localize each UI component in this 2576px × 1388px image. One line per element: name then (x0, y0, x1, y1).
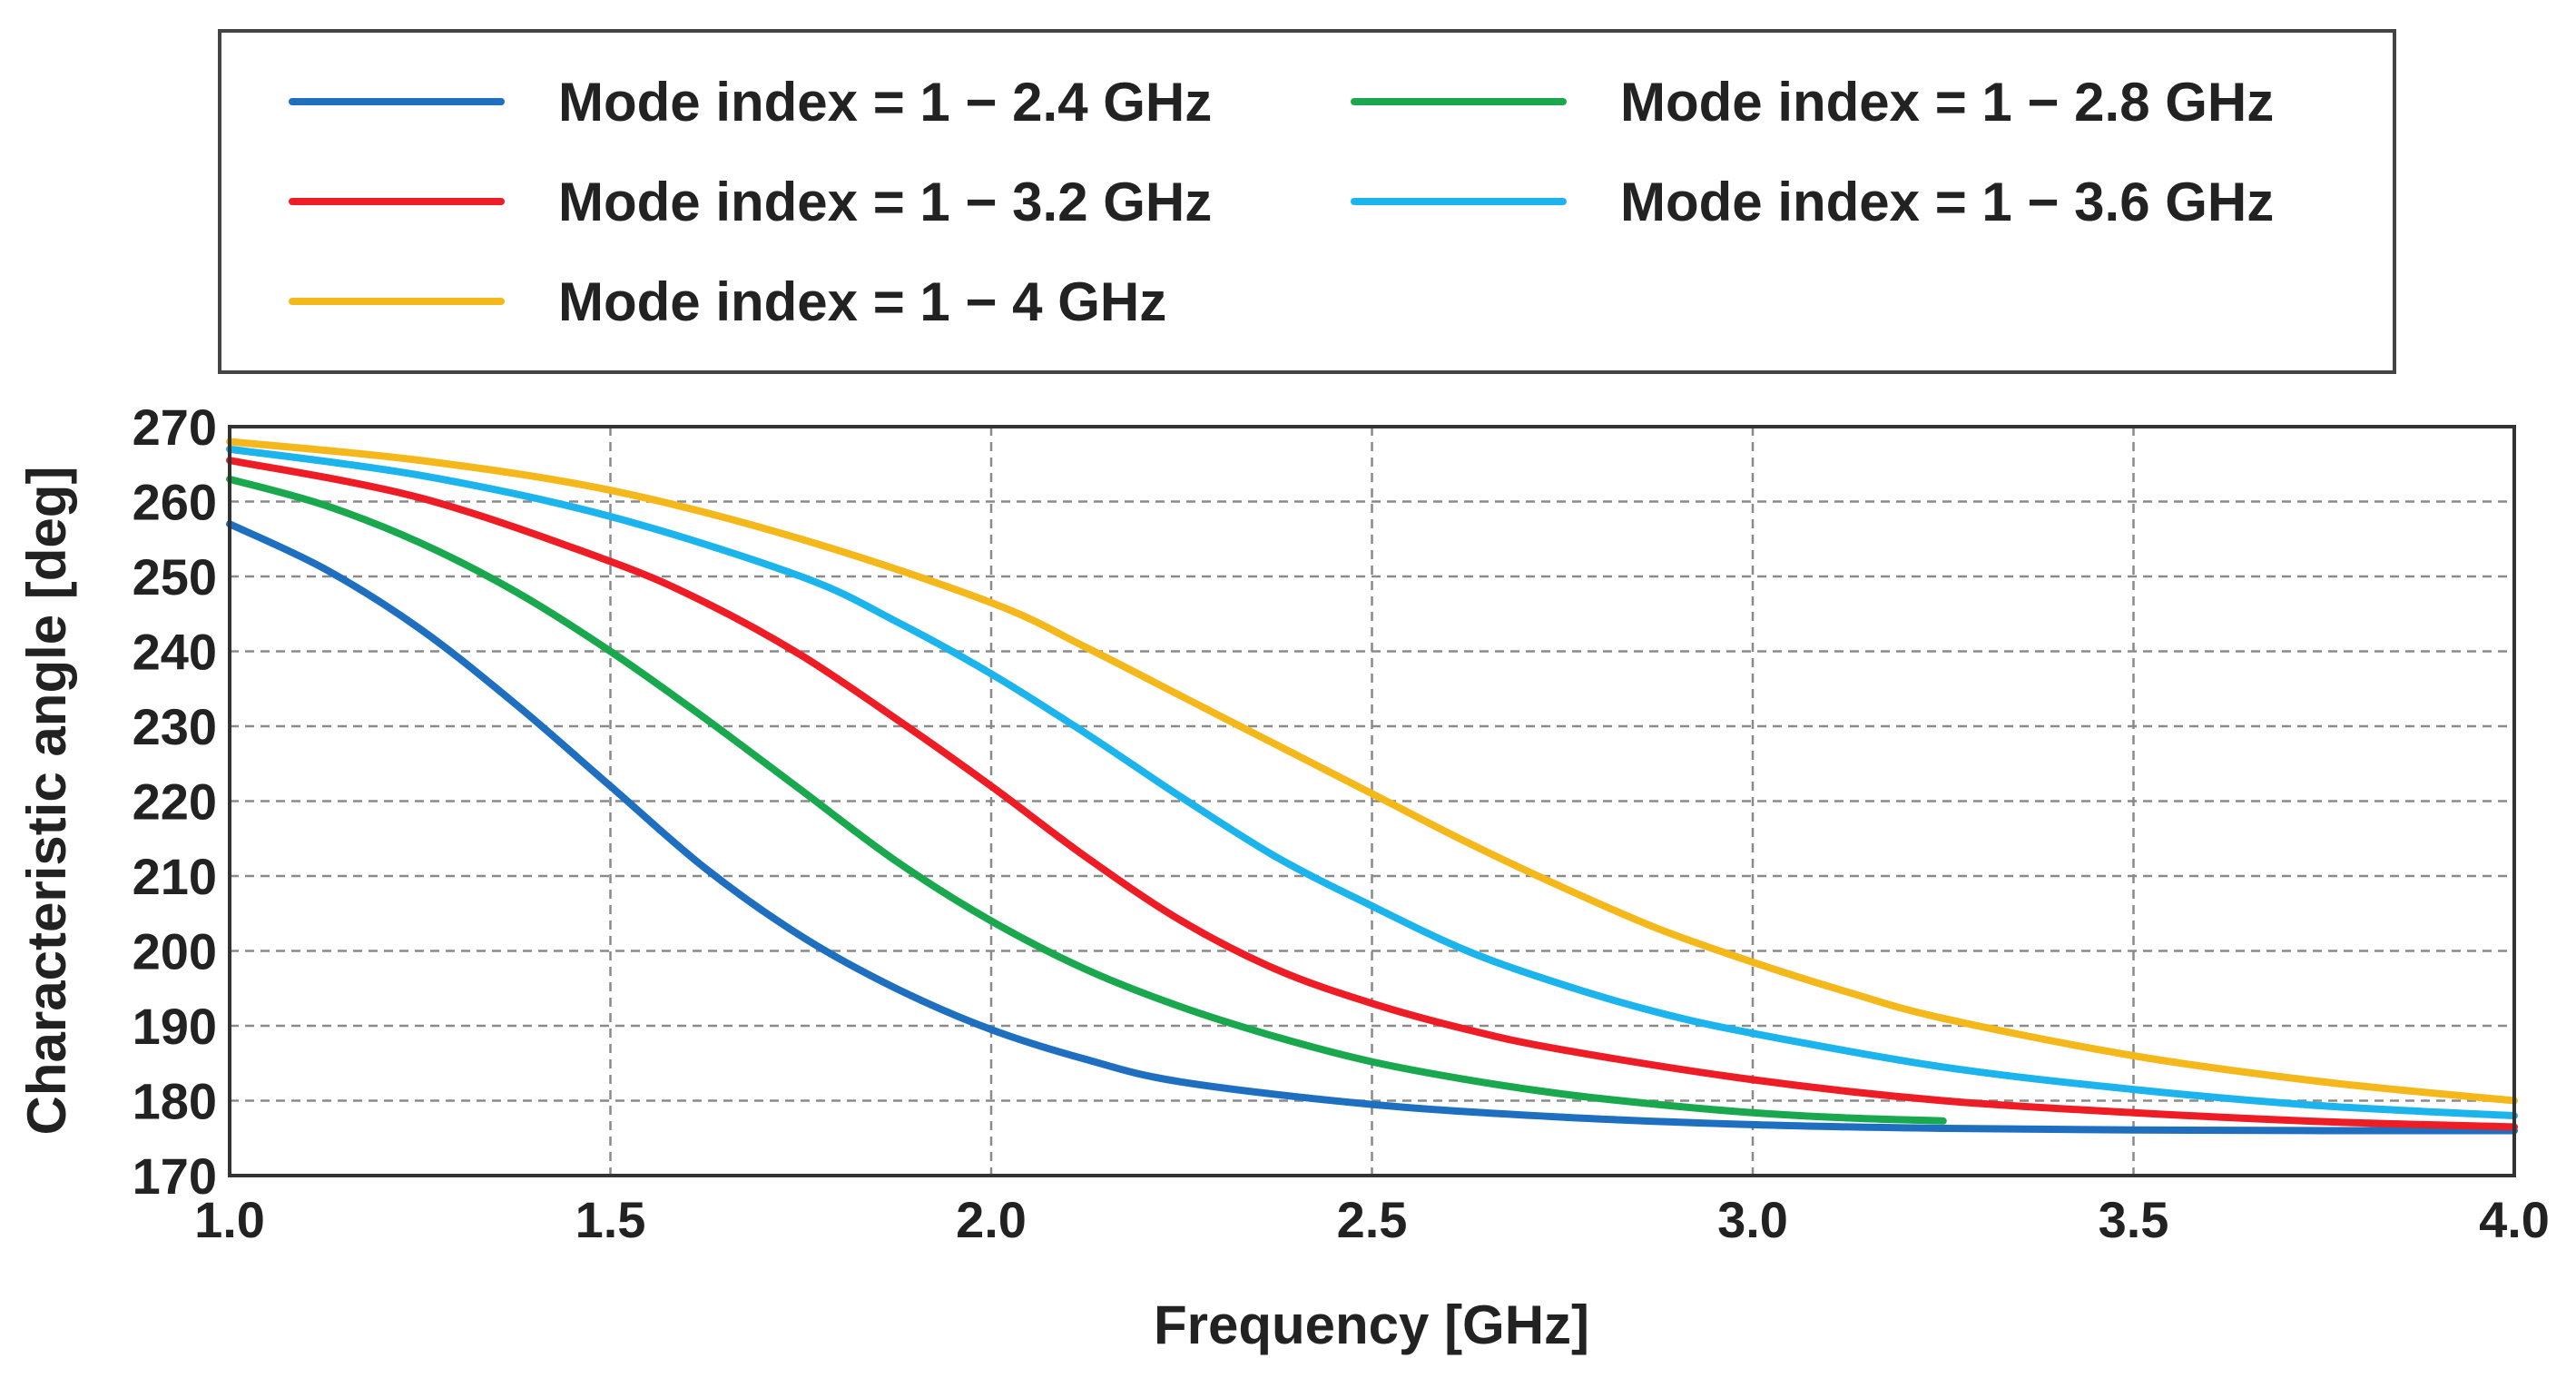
y-tick-label: 200 (133, 923, 217, 980)
series-line-5 (226, 438, 2518, 1105)
legend-entries: Mode index = 1 − 2.4 GHz Mode index = 1 −… (289, 72, 2274, 332)
x-axis-title: Frequency [GHz] (1154, 1294, 1589, 1355)
x-tick-label: 1.5 (575, 1191, 646, 1248)
y-tick-label: 170 (133, 1147, 217, 1205)
y-axis-ticks: 170 180 190 200 210 220 230 240 250 260 270 (133, 399, 217, 1205)
x-tick-label: 2.0 (956, 1191, 1027, 1248)
y-axis-title: Characteristic angle [deg] (16, 467, 77, 1136)
x-tick-label: 1.0 (194, 1191, 265, 1248)
y-tick-label: 190 (133, 998, 217, 1055)
x-tick-label: 2.5 (1337, 1191, 1408, 1248)
series-line-3 (226, 457, 2518, 1131)
series-line-4 (226, 445, 2518, 1119)
x-tick-label: 3.5 (2099, 1191, 2169, 1248)
x-tick-label: 4.0 (2479, 1191, 2550, 1248)
y-tick-label: 180 (133, 1073, 217, 1130)
plot-frame (228, 425, 2516, 1177)
legend-label: Mode index = 1 − 3.6 GHz (1620, 172, 2274, 232)
y-tick-label: 230 (133, 698, 217, 755)
y-tick-label: 210 (133, 848, 217, 905)
series-line-2 (226, 475, 1947, 1125)
legend-label: Mode index = 1 − 4 GHz (558, 271, 1166, 332)
x-tick-label: 3.0 (1717, 1191, 1788, 1248)
legend-frame (218, 29, 2396, 374)
grid (230, 427, 2514, 1176)
y-tick-label: 240 (133, 624, 217, 681)
legend-label: Mode index = 1 − 3.2 GHz (558, 172, 1212, 232)
y-tick-label: 260 (133, 474, 217, 531)
legend: Mode index = 1 − 2.4 GHz Mode index = 1 −… (218, 29, 2396, 374)
y-tick-label: 270 (133, 399, 217, 456)
series-layer (226, 438, 2518, 1135)
x-axis-ticks: 1.0 1.5 2.0 2.5 3.0 3.5 4.0 (194, 1191, 2550, 1248)
legend-label: Mode index = 1 − 2.4 GHz (558, 72, 1212, 133)
y-tick-label: 220 (133, 773, 217, 831)
y-tick-label: 250 (133, 548, 217, 605)
series-line-1 (226, 520, 2518, 1135)
legend-label: Mode index = 1 − 2.8 GHz (1620, 72, 2274, 133)
